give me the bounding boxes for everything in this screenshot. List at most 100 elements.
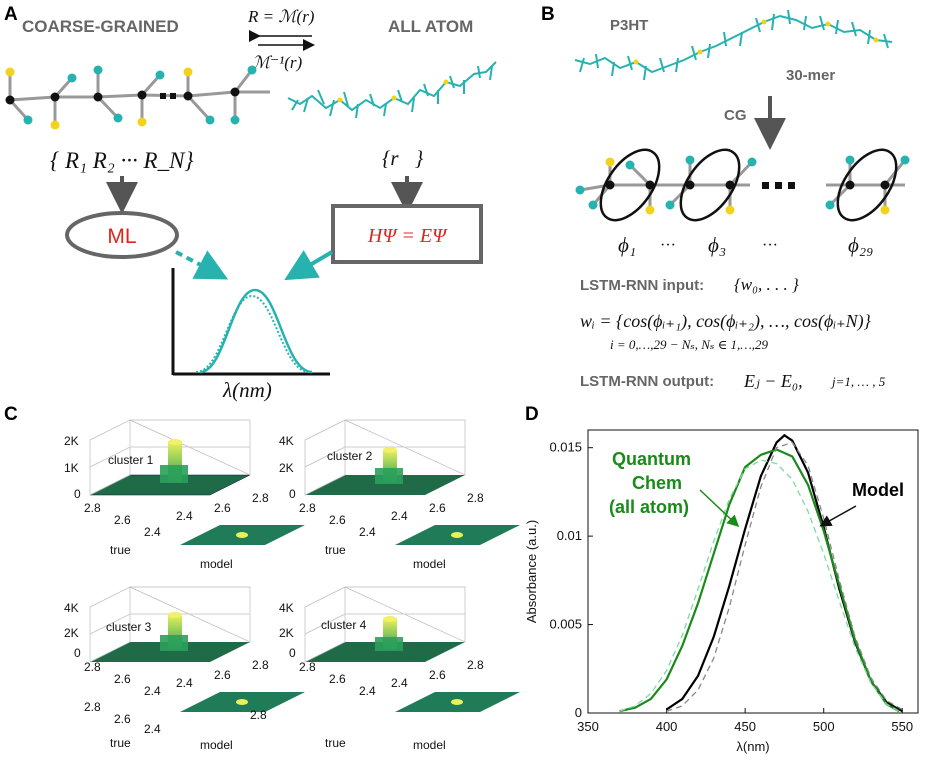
cluster-3-z-mid: 2K	[64, 626, 79, 640]
cluster-1-x2: 2.6	[114, 513, 131, 527]
cluster-1-x1: 2.8	[84, 501, 101, 515]
cluster-3-y3: 2.8	[252, 658, 269, 672]
cluster-3-true: true	[110, 736, 131, 750]
series-line-2	[666, 441, 903, 712]
mini-curve-dotted	[195, 294, 310, 373]
mini-curve-solid	[199, 288, 313, 374]
all-atom-title: ALL ATOM	[388, 17, 473, 36]
lstm-input-label: LSTM-RNN input:	[580, 277, 704, 294]
annot-quantum-arrow	[699, 489, 740, 528]
cg-beads	[5, 65, 257, 130]
cluster-1-z-top: 2K	[64, 434, 79, 448]
cluster-4-z-zero: 0	[289, 646, 296, 660]
series-line-1	[619, 448, 900, 713]
ml-ellipse	[65, 211, 179, 259]
cluster-1-z-mid: 1K	[64, 461, 79, 475]
cluster-2-z-zero: 0	[289, 487, 296, 501]
y-axis-label: Absorbance (a.u.)	[524, 520, 539, 623]
lstm-input-eq: {w₀, . . . }	[734, 275, 799, 294]
series-line-3	[619, 459, 900, 712]
cluster-4-title: cluster 4	[321, 618, 367, 632]
cluster-3-y1: 2.4	[176, 676, 193, 690]
cluster-2-y3: 2.8	[467, 491, 484, 505]
b-dot-1	[762, 182, 769, 189]
phi3-label: ϕ₃	[708, 233, 726, 257]
cluster-3-z-zero: 0	[74, 646, 81, 660]
dots-2: ···	[762, 237, 778, 254]
mer-label: 30-mer	[786, 67, 835, 84]
cluster-4-model: model	[413, 738, 446, 752]
phi29-label: ϕ₂₉	[848, 233, 873, 257]
cluster-3-x2b: 2.6	[114, 712, 131, 726]
cluster-3-title: cluster 3	[106, 620, 152, 634]
cluster-1-y3: 2.8	[252, 491, 269, 505]
cluster-2-title: cluster 2	[327, 449, 373, 463]
cluster-1-model: model	[200, 557, 233, 571]
cluster-2-y1: 2.4	[391, 509, 408, 523]
map-forward-eq: R = ℳ(r)	[247, 7, 315, 26]
cluster-3-z-top: 4K	[64, 601, 79, 615]
cluster-2-true: true	[325, 543, 346, 557]
x-tick-label-4: 550	[891, 719, 913, 734]
absorbance-chart: 350 400 450 500 550 0 0.005 0.01 0.015 λ(nm) Absor…	[524, 429, 919, 754]
phi1-label: ϕ₁	[618, 233, 636, 257]
cluster-4-y3: 2.8	[467, 658, 484, 672]
cluster-1-y1: 2.4	[176, 509, 193, 523]
annot-model: Model	[852, 480, 904, 500]
plot-frame	[587, 429, 919, 714]
w-eq: wᵢ = {cos(ϕᵢ₊₁), cos(ϕᵢ₊₂), …, cos(ϕᵢ₊N)…	[580, 311, 872, 332]
cluster-2-z-mid: 2K	[279, 461, 294, 475]
cg-label: CG	[724, 107, 747, 124]
cluster-3-x1: 2.8	[84, 660, 101, 674]
cluster-4-y1: 2.4	[391, 676, 408, 690]
ml-dashed-arrow	[175, 250, 229, 280]
x-tick-label-2: 450	[734, 719, 756, 734]
b-cg-beads	[575, 155, 910, 215]
x-tick-label-3: 500	[813, 719, 835, 734]
cluster-3-plot: cluster 3 4K 2K 0 2.8 2.6 2.4 2.4 2.6 2.…	[64, 586, 305, 752]
cg-dot-2	[170, 93, 176, 99]
y-tick-label-2: 0.01	[557, 528, 582, 543]
cluster-3-x2: 2.6	[114, 672, 131, 686]
cluster-3-y2: 2.6	[214, 668, 231, 682]
x-tick-label-0: 350	[577, 719, 599, 734]
cg-dot-1	[160, 93, 166, 99]
panel-d-letter: D	[525, 404, 539, 425]
phi1-ellipse	[599, 148, 661, 222]
cluster-3-x1b: 2.8	[84, 700, 101, 714]
y-tick-label-1: 0.005	[549, 617, 582, 632]
phi3-ellipse	[679, 148, 741, 222]
annot-quantum-1: Quantum	[612, 449, 691, 469]
annot-quantum-2: Chem	[632, 473, 682, 493]
qm-solid-arrow	[284, 250, 334, 281]
cluster-1-z-zero: 0	[74, 487, 81, 501]
index-eq: i = 0,…,29 − Nₛ, Nₛ ∈ 1,…,29	[610, 337, 768, 352]
annot-quantum-3: (all atom)	[609, 497, 689, 517]
cluster-2-y2: 2.6	[429, 501, 446, 515]
cluster-2-x1: 2.8	[299, 501, 316, 515]
p3ht-molecule	[574, 9, 893, 81]
x-tick-label-1: 400	[656, 719, 678, 734]
cluster-3-model: model	[200, 738, 233, 752]
annot-model-arrow	[819, 505, 857, 527]
cluster-1-x3: 2.4	[144, 525, 161, 539]
cluster-2-model: model	[413, 557, 446, 571]
cluster-2-plot: cluster 2 4K 2K 0 2.8 2.6 2.4 2.4 2.6 2.…	[279, 419, 520, 571]
lambda-label: λ(nm)	[222, 378, 272, 402]
coarse-grained-title: COARSE-GRAINED	[22, 17, 179, 36]
cluster-4-true: true	[325, 736, 346, 750]
r-vec-label: {r⃗}	[382, 146, 424, 170]
all-atom-molecule	[287, 61, 497, 119]
cluster-2-x3: 2.4	[359, 525, 376, 539]
cluster-4-x1: 2.8	[299, 660, 316, 674]
map-inverse-eq: ℳ⁻¹(r)	[252, 53, 303, 72]
cluster-3-x3b: 2.4	[144, 722, 161, 736]
cluster-1-title: cluster 1	[108, 453, 154, 467]
cluster-4-plot: cluster 4 4K 2K 0 2.8 2.6 2.4 2.4 2.6 2.…	[279, 586, 520, 752]
cluster-1-y2: 2.6	[214, 501, 231, 515]
lstm-output-label: LSTM-RNN output:	[580, 373, 714, 390]
cluster-4-x3: 2.4	[359, 684, 376, 698]
cluster-2-z-top: 4K	[279, 434, 294, 448]
p3ht-sulfurs	[633, 19, 879, 65]
y-tick-label-3: 0.015	[549, 440, 582, 455]
